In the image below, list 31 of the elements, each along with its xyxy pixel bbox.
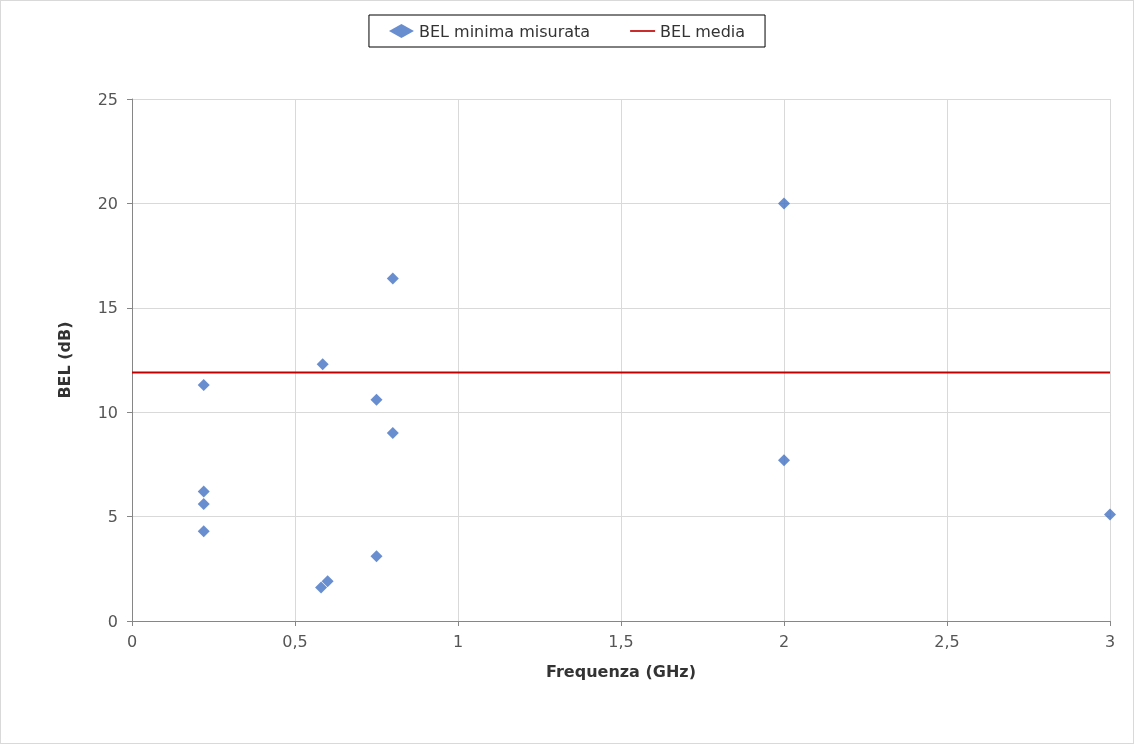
point (1104, 508, 1116, 521)
point (386, 272, 399, 285)
x-tick-label: 1,5 (608, 631, 634, 651)
y-tick-label: 20 (97, 193, 118, 213)
point (778, 197, 790, 210)
x-tick-label: 2,5 (934, 631, 960, 651)
point (386, 427, 399, 440)
y-tick-label: 10 (97, 402, 118, 422)
legend-label: BEL minima misurata (418, 21, 591, 41)
point (321, 575, 334, 588)
point (315, 581, 328, 594)
point (197, 485, 210, 498)
x-tick-label: 1 (452, 631, 464, 651)
point (197, 379, 210, 392)
point (370, 550, 383, 563)
y-tick-label: 25 (97, 89, 118, 109)
point (370, 393, 383, 406)
x-tick-label: 0 (126, 631, 138, 651)
y-tick-label: 15 (97, 298, 118, 318)
x-tick-label: 0,5 (282, 631, 308, 651)
legend-label: BEL media (660, 21, 746, 41)
y-axis-title: BEL (dB) (54, 321, 74, 399)
x-axis-title: Frequenza (GHz) (546, 661, 696, 681)
y-tick-label: 0 (107, 611, 118, 631)
x-tick-label: 3 (1104, 631, 1116, 651)
x-tick-label: 2 (778, 631, 790, 651)
point (316, 358, 329, 371)
y-tick-label: 5 (107, 507, 118, 527)
point (778, 454, 790, 467)
point (197, 525, 210, 538)
point (197, 498, 210, 511)
